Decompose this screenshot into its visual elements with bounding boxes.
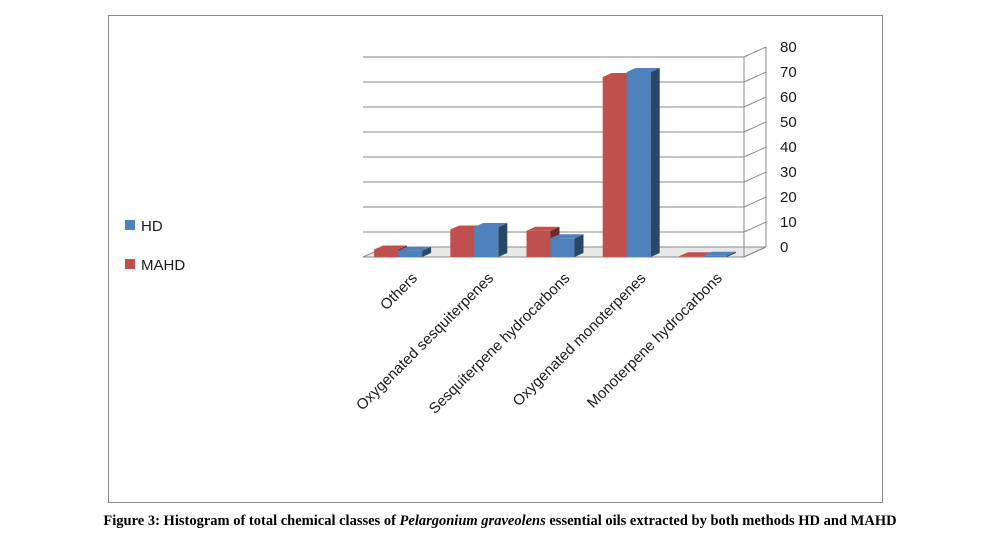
bar-side xyxy=(574,234,584,257)
gridline-side xyxy=(743,171,767,183)
bar-front xyxy=(702,255,727,257)
y-tick-label: 40 xyxy=(780,139,797,156)
bar-front xyxy=(374,249,399,257)
gridline-side xyxy=(743,121,767,133)
y-tick-label: 80 xyxy=(780,39,797,56)
bar-front xyxy=(398,250,423,257)
bar-top xyxy=(678,252,712,257)
bar-top xyxy=(550,234,584,239)
legend-swatch-hd xyxy=(125,220,135,230)
bar-front xyxy=(474,227,499,257)
bar-side xyxy=(498,223,508,257)
bar-front xyxy=(450,229,475,257)
bar-side xyxy=(726,251,736,257)
gridlines xyxy=(362,46,767,258)
gridline-side xyxy=(743,71,767,83)
legend-label-hd: HD xyxy=(141,218,163,235)
bar-top xyxy=(702,251,736,256)
bar-front xyxy=(626,72,651,257)
y-tick-label: 10 xyxy=(780,214,797,231)
y-tick-label: 50 xyxy=(780,114,797,131)
y-tick-label: 20 xyxy=(780,189,797,206)
caption-species: Pelargonium graveolens xyxy=(399,513,546,529)
figure-caption: Figure 3: Histogram of total chemical cl… xyxy=(0,513,1000,530)
y-tick-label: 60 xyxy=(780,89,797,106)
gridline-side xyxy=(743,221,767,233)
legend-swatch-mahd xyxy=(125,259,135,269)
x-category-label: Sesquiterpene hydrocarbons xyxy=(426,270,574,418)
bar-series xyxy=(374,68,736,257)
bar-top xyxy=(474,223,508,227)
bar-side xyxy=(422,246,432,257)
x-category-label: Oxygenated monoterpenes xyxy=(510,270,650,410)
bar-hd xyxy=(626,68,660,257)
x-category-label: Oxygenated sesquiterpenes xyxy=(353,270,497,414)
bar-hd xyxy=(398,246,432,257)
bar-top xyxy=(374,245,408,250)
x-category-label: Monoterpene hydrocarbons xyxy=(584,270,726,412)
gridline-side xyxy=(743,246,767,258)
bar-front xyxy=(602,77,627,257)
bar-mahd xyxy=(526,226,560,257)
bar-front xyxy=(678,256,703,257)
gridline-side xyxy=(743,96,767,108)
legend-label-mahd: MAHD xyxy=(141,257,185,274)
x-category-label: Others xyxy=(377,270,421,314)
bar-front xyxy=(550,238,575,257)
chart-frame xyxy=(108,15,883,503)
gridline-side xyxy=(743,46,767,58)
legend: HD MAHD xyxy=(125,218,185,274)
bar-top xyxy=(398,246,432,251)
caption-suffix: essential oils extracted by both methods… xyxy=(545,513,897,529)
y-tick-label: 0 xyxy=(780,239,788,256)
y-axis-ticks: 0 10 20 30 40 50 60 70 80 xyxy=(780,39,797,256)
bar-top xyxy=(626,68,660,72)
gridline-side xyxy=(743,146,767,158)
bar-side xyxy=(650,68,660,257)
y-tick-label: 70 xyxy=(780,64,797,81)
bar-top xyxy=(526,226,560,231)
bar-hd xyxy=(550,234,584,257)
bar-hd xyxy=(702,251,736,257)
caption-prefix: Figure 3: Histogram of total chemical cl… xyxy=(103,513,400,529)
y-tick-label: 30 xyxy=(780,164,797,181)
bar-front xyxy=(526,230,551,257)
bar-hd xyxy=(474,223,508,257)
gridline-side xyxy=(743,196,767,208)
